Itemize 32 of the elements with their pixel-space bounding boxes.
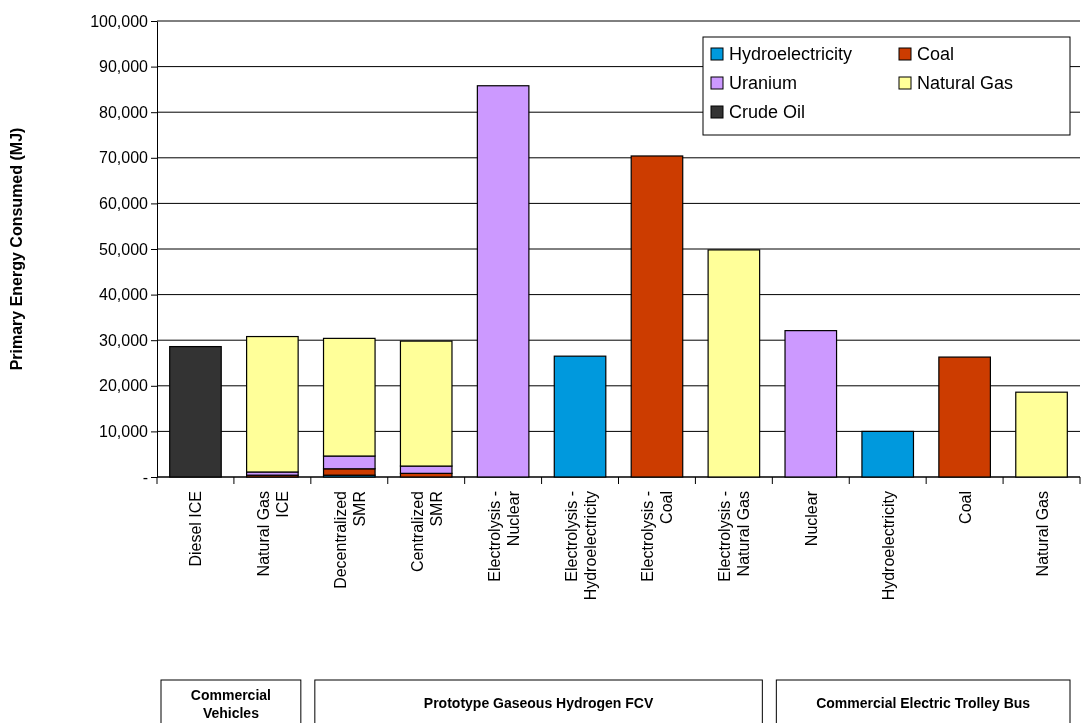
text: Commercial Vehicles (190, 687, 271, 721)
text: Prototype Gaseous Hydrogen FCV (423, 695, 654, 711)
y-tick-label: 50,000 (99, 240, 149, 258)
x-tick-label: Decentralized SMR (331, 491, 368, 589)
x-tick-label: Electrolysis - Coal (639, 491, 676, 582)
y-tick-label: 100,000 (90, 12, 149, 30)
y-tick-label: 30,000 (99, 331, 149, 349)
y-tick-label: 10,000 (99, 423, 149, 441)
y-tick-label: 20,000 (99, 377, 149, 395)
legend-label: Natural Gas (917, 73, 1014, 93)
y-tick-label: 80,000 (99, 103, 149, 121)
y-tick-label: 70,000 (99, 149, 149, 167)
legend-label: Uranium (729, 73, 798, 93)
legend-label: Hydroelectricity (729, 44, 853, 64)
x-tick-label: Nuclear (802, 490, 820, 547)
x-tick-label: Natural Gas ICE (254, 491, 291, 577)
x-tick-label: Electrolysis - Nuclear (485, 490, 522, 582)
x-tick-label: Natural Gas (1033, 491, 1051, 577)
x-tick-label: Electrolysis - Hydroelectricity (562, 491, 599, 601)
text: Commercial Electric Trolley Bus (816, 695, 1031, 711)
y-tick-label: 90,000 (99, 58, 149, 76)
x-tick-label: Hydroelectricity (879, 491, 897, 601)
legend-label: Crude Oil (729, 102, 806, 122)
x-tick-label: Diesel ICE (187, 491, 205, 567)
x-tick-label: Centralized SMR (408, 491, 445, 572)
y-tick-label: - (142, 468, 148, 486)
x-tick-label: Coal (956, 491, 974, 524)
y-tick-label: 40,000 (99, 286, 149, 304)
y-tick-label: 60,000 (99, 195, 149, 213)
legend-label: Coal (917, 44, 955, 64)
y-axis-title: Primary Energy Consumed (MJ) (8, 127, 25, 371)
x-tick-label: Electrolysis - Natural Gas (716, 491, 753, 582)
